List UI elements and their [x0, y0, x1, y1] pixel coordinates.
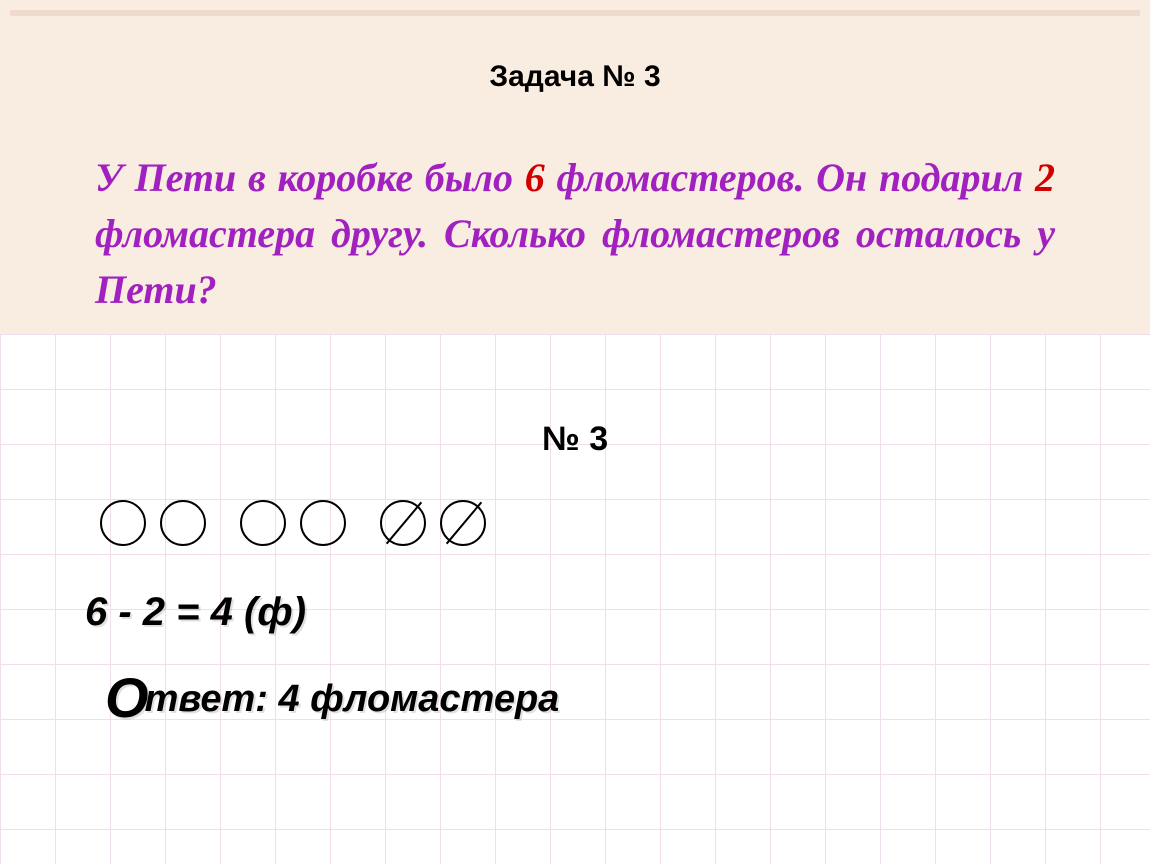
answer-capital: О: [105, 666, 145, 729]
circle-icon: [300, 500, 346, 546]
problem-fragment: фломастеров. Он подарил: [545, 155, 1035, 200]
slide-page: Задача № 3 У Пети в коробке было 6 флома…: [0, 0, 1150, 864]
problem-fragment: фломастера другу. Сколько фломастеров ос…: [95, 211, 1055, 312]
crossed-circle-icon: [440, 500, 486, 546]
equation-text: 6 - 2 = 4 (ф): [85, 590, 306, 635]
answer-text: Ответ: 4 фломастера: [105, 665, 559, 730]
answer-rest: твет: 4 фломастера: [145, 678, 560, 720]
top-accent-bar: [10, 10, 1140, 16]
problem-text: У Пети в коробке было 6 фломастеров. Он …: [95, 150, 1055, 318]
circle-icon: [240, 500, 286, 546]
circle-icon: [160, 500, 206, 546]
problem-fragment: У Пети в коробке было: [95, 155, 525, 200]
counting-circles: [100, 500, 500, 546]
circle-icon: [100, 500, 146, 546]
highlighted-number: 6: [525, 155, 545, 200]
solution-number: № 3: [0, 420, 1150, 459]
task-title: Задача № 3: [0, 60, 1150, 94]
crossed-circle-icon: [380, 500, 426, 546]
highlighted-number: 2: [1035, 155, 1055, 200]
